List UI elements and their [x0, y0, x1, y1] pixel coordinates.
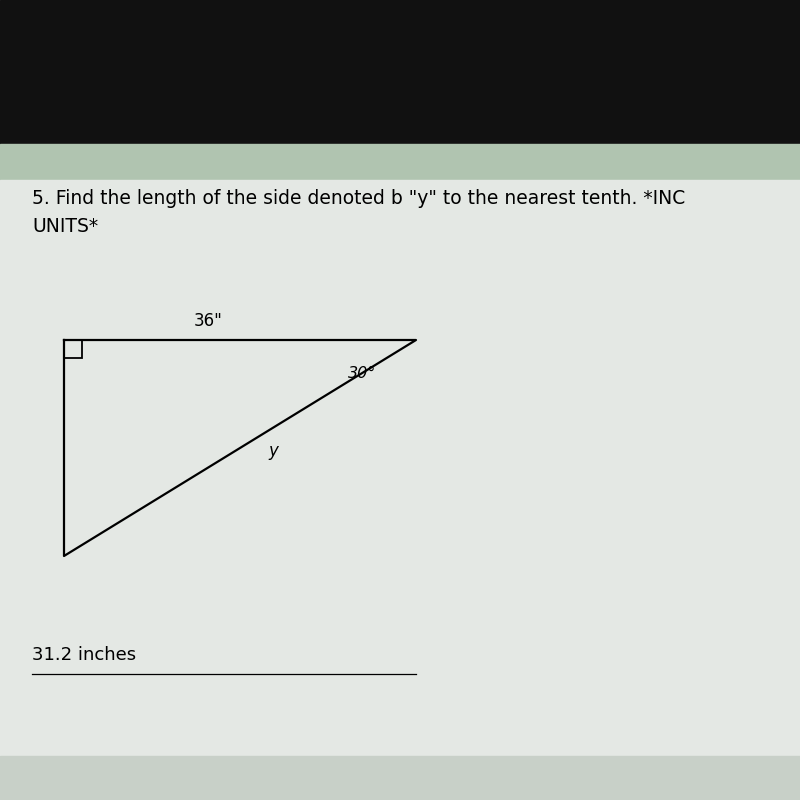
- Text: 30°: 30°: [348, 366, 376, 382]
- Bar: [0, 756, 800, 800]
- Text: 36": 36": [194, 312, 222, 330]
- Bar: [64, 340, 82, 358]
- Bar: [0, 0, 800, 144]
- Text: y: y: [268, 442, 278, 460]
- Bar: [0, 180, 800, 756]
- Bar: [0, 144, 800, 180]
- Text: 31.2 inches: 31.2 inches: [32, 646, 136, 664]
- Text: UNITS*: UNITS*: [32, 217, 98, 236]
- Text: 5. Find the length of the side denoted b "y" to the nearest tenth. *INC: 5. Find the length of the side denoted b…: [32, 189, 686, 208]
